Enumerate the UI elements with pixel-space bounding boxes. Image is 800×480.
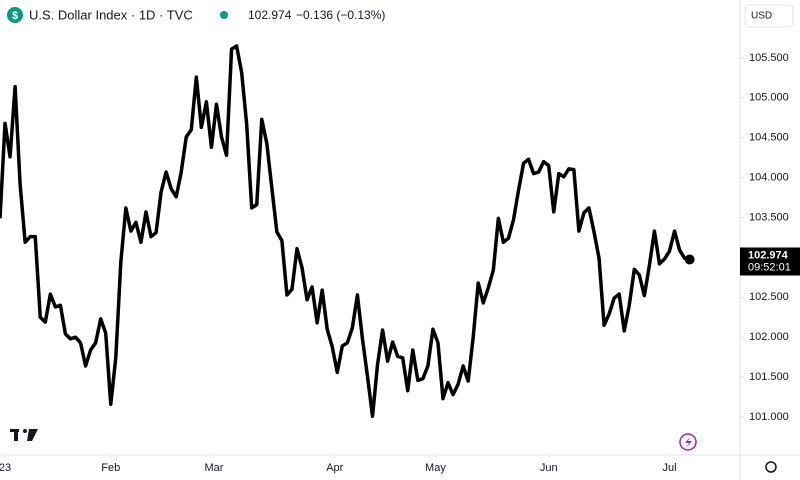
y-tick-label: 105.000 [749, 92, 789, 104]
y-tick-label: 101.000 [749, 411, 789, 423]
price-line [0, 44, 691, 418]
settings-icon[interactable] [765, 461, 777, 473]
currency-button[interactable] [744, 4, 794, 28]
y-tick-label: 102.500 [749, 291, 789, 303]
symbol-logo [7, 7, 23, 23]
symbol-title[interactable]: U.S. Dollar Index · 1D · TVC [29, 7, 193, 22]
x-tick-label: Mar [204, 462, 223, 474]
x-tick-label: Apr [326, 462, 343, 474]
x-tick-label: 23 [0, 462, 11, 474]
y-tick-label: 105.500 [749, 52, 789, 64]
price-change: −0.136 (−0.13%) [296, 8, 385, 22]
x-tick-label: Jun [540, 462, 558, 474]
flash-icon[interactable] [679, 433, 697, 451]
symbol-logo-glyph: $ [12, 10, 18, 22]
y-tick-label: 103.500 [749, 211, 789, 223]
price-tag [740, 247, 800, 276]
price-tag-value: 102.974 [748, 249, 789, 261]
y-tick-label: 104.000 [749, 172, 789, 184]
last-point [684, 254, 695, 265]
flash-icon-glyph [685, 437, 692, 448]
price-tag-countdown: 09:52:01 [748, 261, 791, 273]
y-tick-label: 104.500 [749, 132, 789, 144]
y-tick-label: 101.500 [749, 371, 789, 383]
currency-label: USD [751, 11, 772, 22]
last-price: 102.974 [248, 8, 292, 22]
x-tick-label: Jul [662, 462, 676, 474]
x-tick-label: Feb [101, 462, 120, 474]
x-tick-label: May [425, 462, 446, 474]
tv-logo [10, 429, 38, 441]
y-tick-label: 102.000 [749, 331, 789, 343]
market-status [220, 11, 228, 19]
